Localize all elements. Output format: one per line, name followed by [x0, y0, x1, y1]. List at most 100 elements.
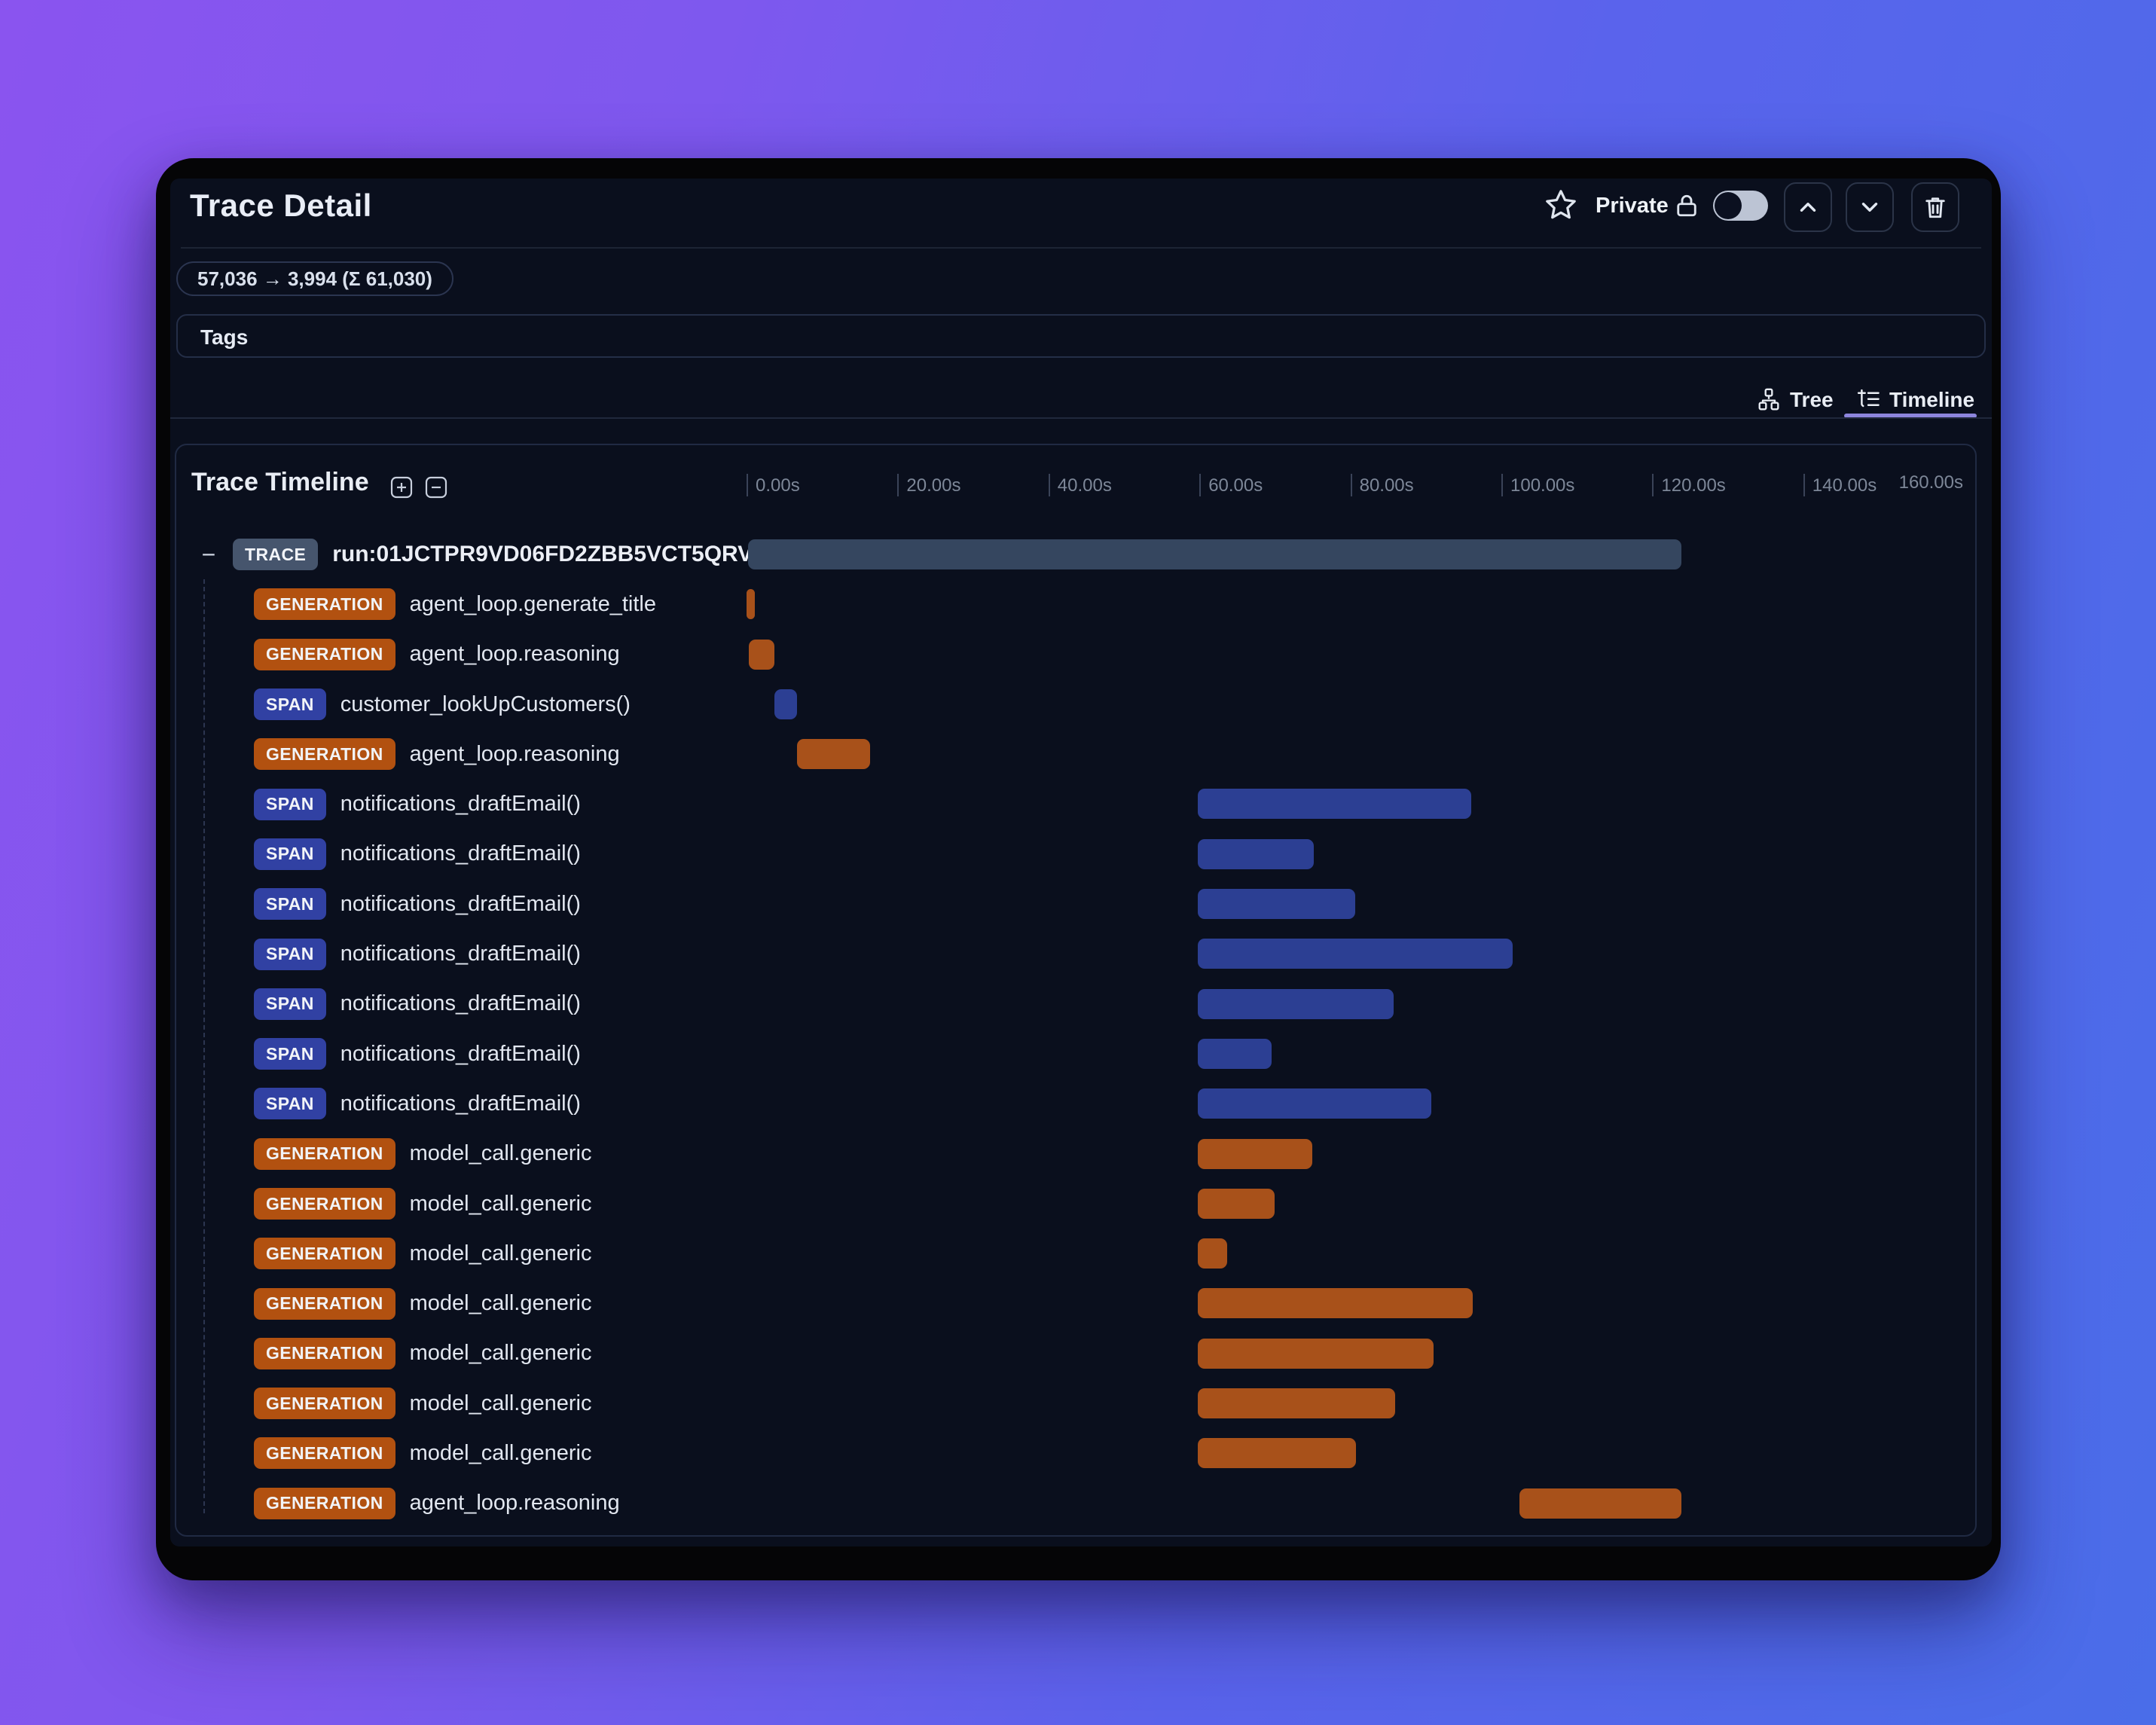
observation-name: run:01JCTPR9VD06FD2ZBB5VCT5QRV: [332, 542, 753, 567]
timeline-row[interactable]: SPAN notifications_draftEmail(): [176, 1029, 1975, 1079]
axis-tick: [1652, 474, 1654, 496]
observation-name: agent_loop.reasoning: [409, 642, 620, 667]
timeline-row[interactable]: SPAN notifications_draftEmail(): [176, 929, 1975, 979]
axis-tick-label: 80.00s: [1359, 475, 1414, 496]
timeline-row[interactable]: − TRACE run:01JCTPR9VD06FD2ZBB5VCT5QRV: [176, 530, 1975, 579]
timeline-row[interactable]: GENERATION model_call.generic: [176, 1179, 1975, 1229]
duration-bar[interactable]: [797, 739, 871, 770]
axis-tick: [1350, 474, 1352, 496]
timeline-row[interactable]: SPAN notifications_draftEmail(): [176, 829, 1975, 879]
axis-end-label: 160.00s: [1898, 472, 1963, 493]
observation-type-badge: SPAN: [254, 838, 326, 870]
collapse-up-button[interactable]: [1784, 182, 1832, 232]
timeline-row[interactable]: GENERATION agent_loop.reasoning: [176, 729, 1975, 779]
duration-bar[interactable]: [1198, 939, 1513, 969]
row-label-group: GENERATION model_call.generic: [254, 1129, 591, 1179]
timeline-row[interactable]: GENERATION agent_loop.generate_title: [176, 579, 1975, 629]
duration-bar[interactable]: [1198, 1388, 1395, 1419]
privacy-toggle[interactable]: [1713, 191, 1768, 221]
row-label-group: GENERATION model_call.generic: [254, 1329, 591, 1378]
row-label-group: GENERATION agent_loop.generate_title: [254, 579, 656, 629]
star-icon[interactable]: [1544, 188, 1578, 222]
observation-name: model_call.generic: [409, 1241, 592, 1266]
row-label-group: SPAN notifications_draftEmail(): [254, 779, 581, 829]
timeline-row[interactable]: GENERATION agent_loop.reasoning: [176, 630, 1975, 679]
row-label-group: SPAN customer_lookUpCustomers(): [254, 679, 631, 729]
row-label-group: GENERATION model_call.generic: [254, 1378, 591, 1428]
row-label-group: GENERATION agent_loop.reasoning: [254, 729, 620, 779]
duration-bar[interactable]: [1198, 988, 1394, 1019]
row-label-group: GENERATION model_call.generic: [254, 1179, 591, 1229]
timeline-row[interactable]: SPAN customer_lookUpCustomers(): [176, 679, 1975, 729]
tags-box[interactable]: Tags: [176, 314, 1986, 358]
duration-bar[interactable]: [749, 639, 775, 670]
timeline-row[interactable]: GENERATION model_call.generic: [176, 1378, 1975, 1428]
trash-icon: [1922, 194, 1949, 221]
observation-name: model_call.generic: [409, 1291, 592, 1316]
timeline-row[interactable]: GENERATION model_call.generic: [176, 1428, 1975, 1478]
collapse-toggle[interactable]: −: [201, 541, 216, 569]
timeline-row[interactable]: SPAN notifications_draftEmail(): [176, 979, 1975, 1029]
timeline-row[interactable]: GENERATION model_call.generic: [176, 1129, 1975, 1179]
observation-type-badge: SPAN: [254, 1038, 326, 1070]
duration-bar[interactable]: [1198, 1038, 1272, 1069]
timeline-row[interactable]: SPAN notifications_draftEmail(): [176, 879, 1975, 929]
observation-name: notifications_draftEmail(): [340, 942, 581, 966]
observation-name: model_call.generic: [409, 1191, 592, 1216]
axis-tick-label: 40.00s: [1057, 475, 1112, 496]
observation-name: notifications_draftEmail(): [340, 841, 581, 866]
timeline-row[interactable]: GENERATION agent_loop.reasoning: [176, 1479, 1975, 1528]
delete-button[interactable]: [1911, 182, 1959, 232]
timeline-row[interactable]: GENERATION model_call.generic: [176, 1278, 1975, 1328]
observation-name: agent_loop.reasoning: [409, 1491, 620, 1516]
duration-bar[interactable]: [748, 539, 1682, 569]
row-label-group: SPAN notifications_draftEmail(): [254, 879, 581, 929]
observation-type-badge: GENERATION: [254, 1388, 395, 1420]
expand-all-button[interactable]: [390, 476, 413, 499]
duration-bar[interactable]: [1198, 1188, 1275, 1219]
duration-bar[interactable]: [1198, 1088, 1431, 1119]
tab-timeline[interactable]: Timeline: [1856, 383, 1974, 417]
duration-bar[interactable]: [1198, 1238, 1228, 1269]
collapse-all-button[interactable]: [425, 476, 447, 499]
duration-bar[interactable]: [1198, 1438, 1356, 1469]
chevron-down-icon: [1857, 194, 1883, 220]
duration-bar[interactable]: [1198, 789, 1471, 820]
row-label-group: SPAN notifications_draftEmail(): [254, 979, 581, 1029]
observation-name: notifications_draftEmail(): [340, 1091, 581, 1116]
duration-bar[interactable]: [1198, 838, 1315, 869]
collapse-down-button[interactable]: [1846, 182, 1894, 232]
duration-bar[interactable]: [774, 688, 798, 719]
duration-bar[interactable]: [747, 589, 756, 620]
observation-type-badge: SPAN: [254, 788, 326, 820]
observation-type-badge: SPAN: [254, 688, 326, 721]
duration-bar[interactable]: [1198, 1288, 1473, 1319]
axis-tick-label: 120.00s: [1661, 475, 1726, 496]
observation-type-badge: GENERATION: [254, 1137, 395, 1170]
axis-tick: [1048, 474, 1050, 496]
timeline-row[interactable]: GENERATION model_call.generic: [176, 1329, 1975, 1378]
observation-name: customer_lookUpCustomers(): [340, 692, 631, 716]
row-label-group: SPAN notifications_draftEmail(): [254, 1079, 581, 1128]
duration-bar[interactable]: [1198, 1338, 1434, 1369]
row-label-group: SPAN notifications_draftEmail(): [254, 829, 581, 879]
observation-type-badge: GENERATION: [254, 1287, 395, 1320]
row-label-group: GENERATION model_call.generic: [254, 1428, 591, 1478]
observation-type-badge: GENERATION: [254, 1238, 395, 1270]
tab-tree[interactable]: Tree: [1757, 383, 1834, 417]
row-label-group: SPAN notifications_draftEmail(): [254, 929, 581, 979]
duration-bar[interactable]: [1198, 1138, 1313, 1169]
duration-bar[interactable]: [1519, 1488, 1682, 1519]
trace-detail-window: Trace Detail Private: [156, 158, 2001, 1580]
token-usage-badge[interactable]: 57,036 → 3,994 (Σ 61,030): [176, 261, 453, 296]
timeline-row[interactable]: GENERATION model_call.generic: [176, 1229, 1975, 1278]
timeline-title: Trace Timeline: [191, 468, 369, 496]
observation-type-badge: SPAN: [254, 1088, 326, 1120]
timeline-row[interactable]: SPAN notifications_draftEmail(): [176, 1079, 1975, 1128]
timeline-row[interactable]: SPAN notifications_draftEmail(): [176, 779, 1975, 829]
observation-type-badge: SPAN: [254, 988, 326, 1020]
minus-square-icon: [425, 476, 447, 499]
duration-bar[interactable]: [1198, 889, 1355, 920]
observation-type-badge: SPAN: [254, 888, 326, 921]
axis-tick: [747, 474, 748, 496]
